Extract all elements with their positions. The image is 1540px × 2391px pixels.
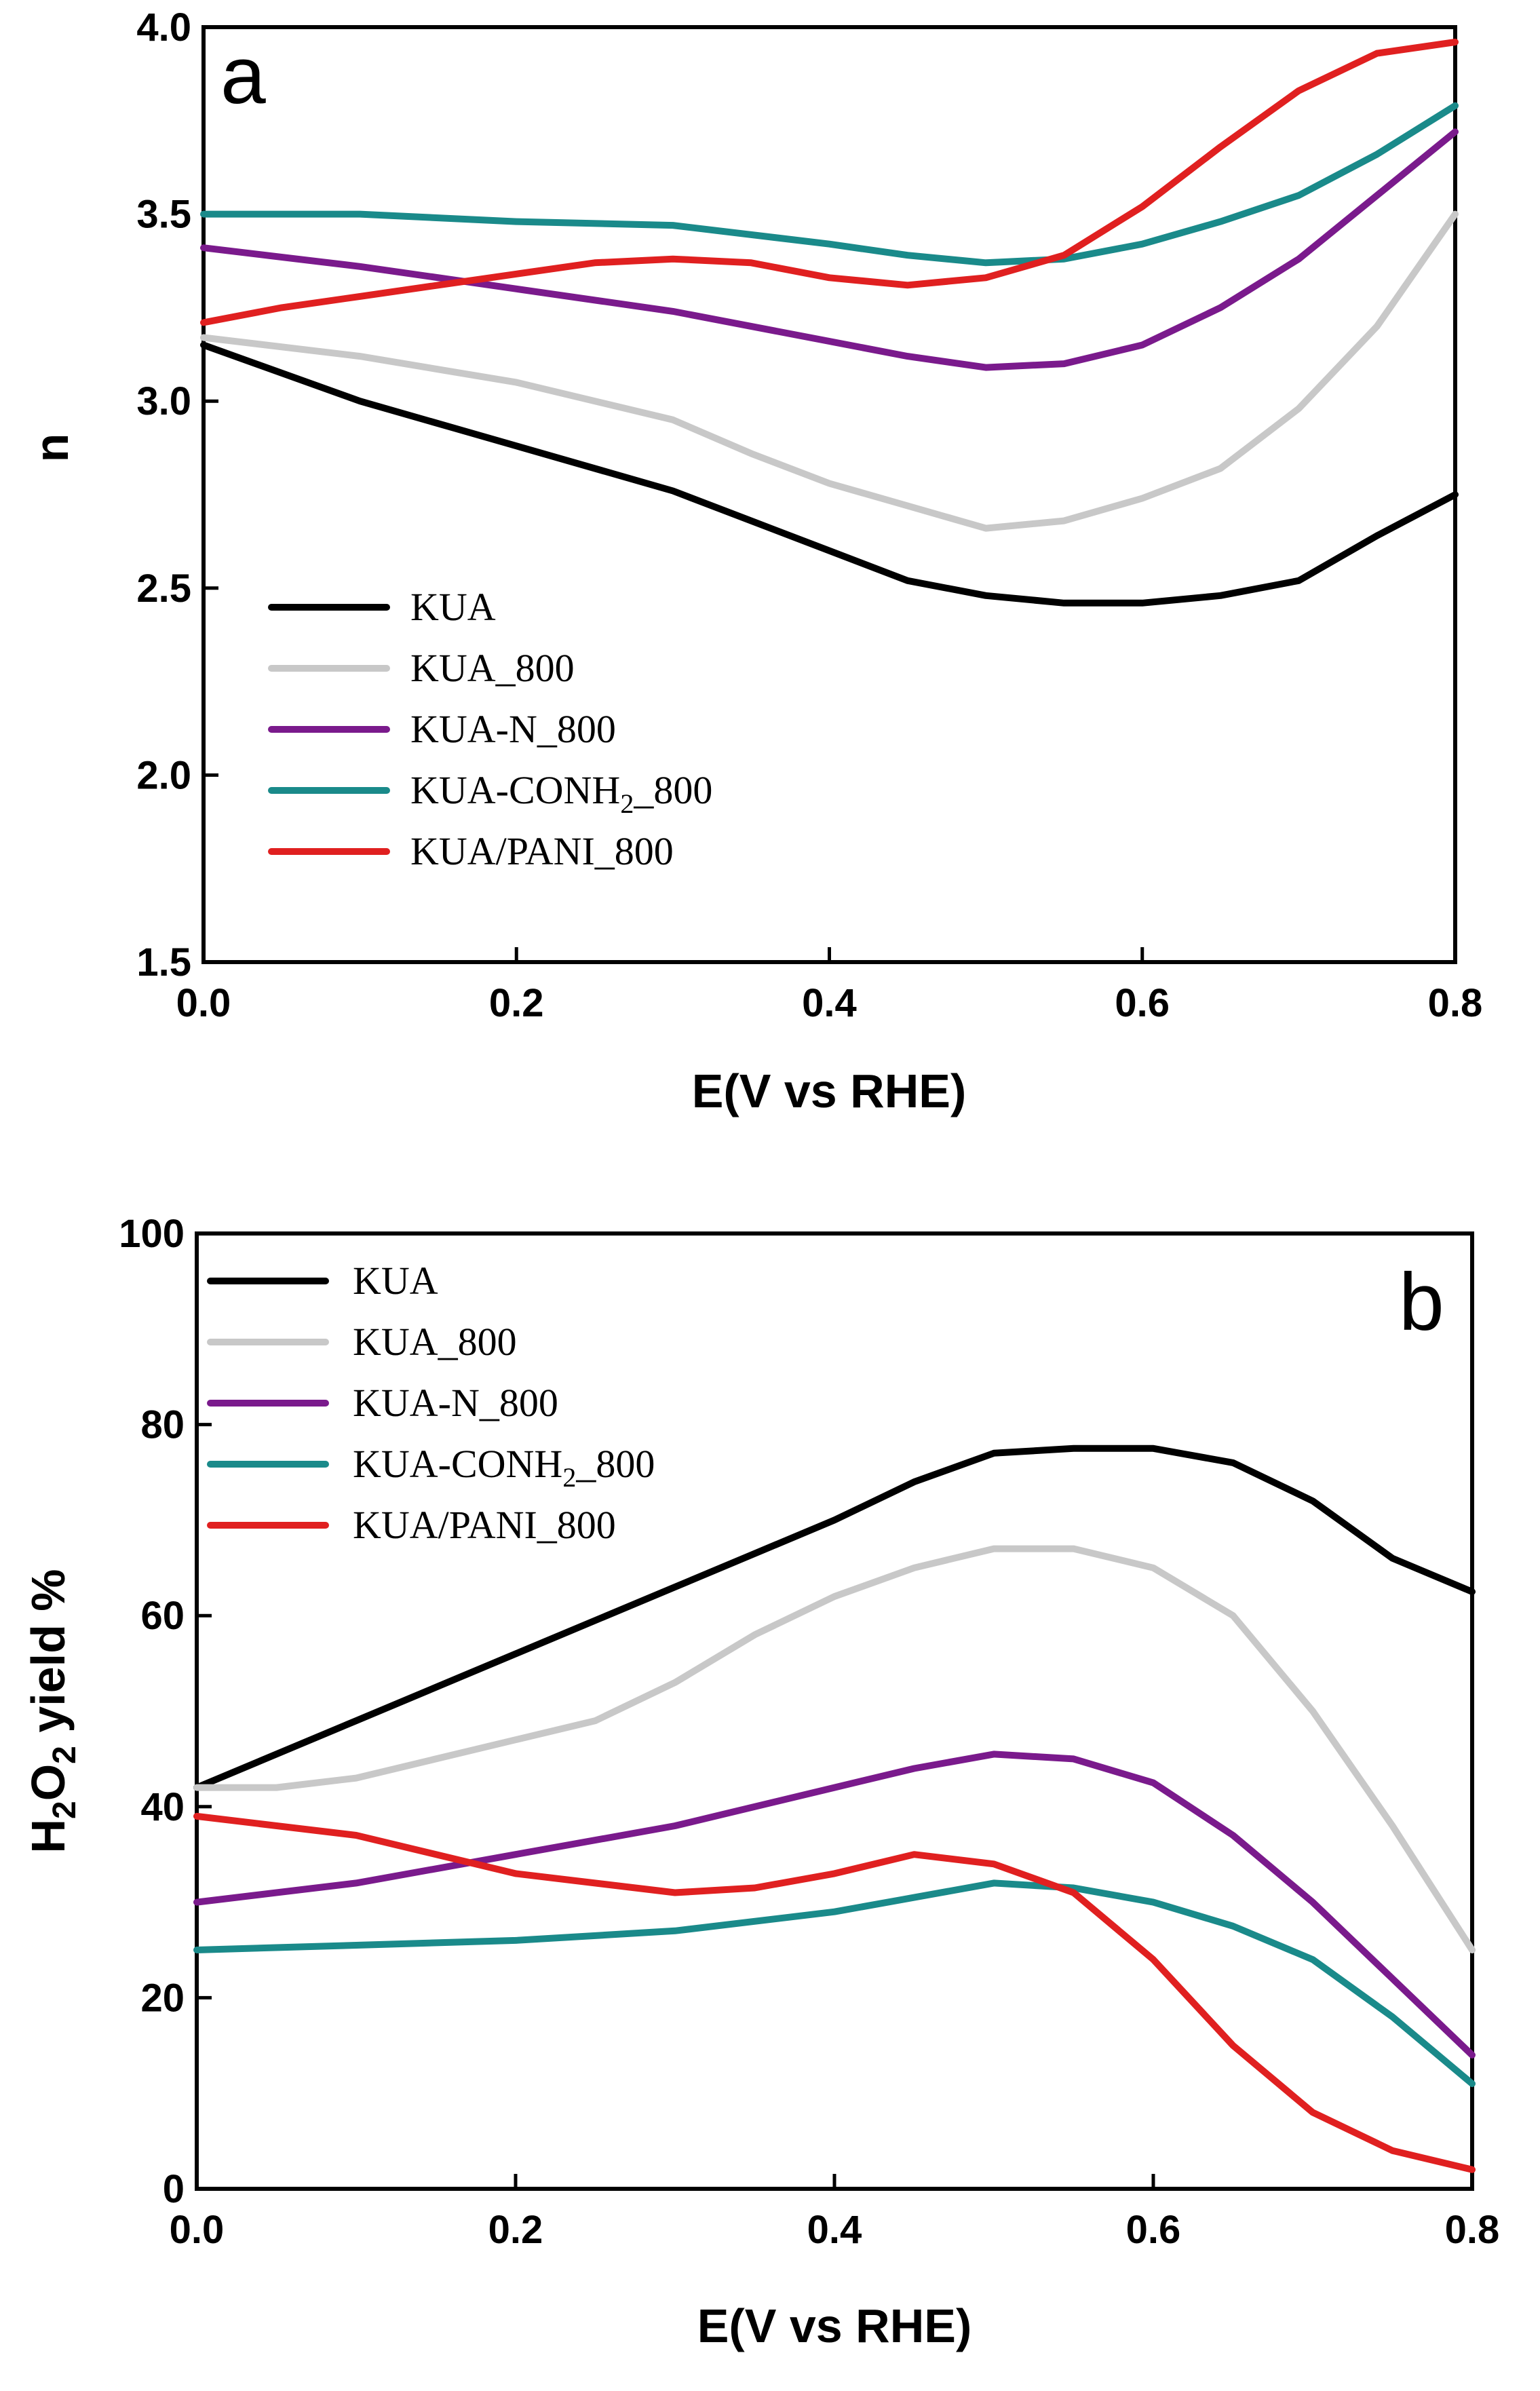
panel-a-y-tick-label-2: 2.5 <box>136 567 191 611</box>
panel-a-series-kua <box>200 341 1459 607</box>
panel-a-legend-label-kua: KUA <box>410 585 496 629</box>
panel-b-series-kua-n-800 <box>193 1751 1476 2059</box>
panel-a-chart: 0.0 0.2 0.4 0.6 0.8 1.5 2.0 2.5 3.0 3.5 4.0 a E(V … <box>25 5 1482 1117</box>
panel-a-series-kua-n-800 <box>200 128 1459 371</box>
panel-a-y-tick-label-4: 3.5 <box>136 193 191 237</box>
panel-b-series-kua-conh2-800 <box>193 1879 1476 2088</box>
panel-b-x-tick-label-3: 0.6 <box>1126 2208 1181 2252</box>
panel-a-legend-label-kua-pani-800: KUA/PANI_800 <box>410 829 674 873</box>
panel-b-letter: b <box>1399 1257 1444 1347</box>
panel-b-plot-frame <box>195 1231 1474 2191</box>
panel-b-y-tick-label-1: 20 <box>140 1976 185 2020</box>
panel-b-legend-label-kua-800: KUA_800 <box>353 1320 517 1364</box>
panel-a-legend: KUA KUA_800 KUA-N_800 KUA-CONH2_800 KUA/… <box>268 585 712 873</box>
panel-b-x-tick-label-1: 0.2 <box>488 2208 543 2252</box>
panel-b-x-axis-label: E(V vs RHE) <box>697 2299 972 2352</box>
panel-b-x-tick-label-4: 0.8 <box>1445 2208 1500 2252</box>
panel-a-series-kua-pani-800 <box>200 39 1459 326</box>
panel-b-legend-label-kua-conh2-800: KUA-CONH2_800 <box>353 1442 655 1493</box>
panel-a-y-tick-label-5: 4.0 <box>136 5 191 50</box>
panel-b-series-kua-pani-800 <box>193 1812 1476 2173</box>
panel-a-series-kua-800 <box>200 210 1459 532</box>
panel-b-ticks: 0.0 0.2 0.4 0.6 0.8 0 20 40 60 80 100 <box>119 1212 1499 2252</box>
panel-b-x-tick-label-2: 0.4 <box>807 2208 862 2252</box>
panel-a-y-tick-label-3: 3.0 <box>136 379 191 423</box>
panel-a-series-kua-conh2-800 <box>200 102 1459 267</box>
panel-a-x-tick-label-1: 0.2 <box>489 981 544 1025</box>
panel-a-x-axis-label: E(V vs RHE) <box>692 1065 967 1117</box>
panel-b-legend-label-kua: KUA <box>353 1259 438 1303</box>
panel-a-ticks: 0.0 0.2 0.4 0.6 0.8 1.5 2.0 2.5 3.0 3.5 4.0 <box>136 5 1482 1025</box>
panel-b-legend-label-kua-pani-800: KUA/PANI_800 <box>353 1503 616 1547</box>
panel-a-plot-frame <box>201 25 1457 964</box>
panel-b-y-axis-label: H2O2 yield % <box>22 1569 83 1853</box>
panel-b-chart: 0.0 0.2 0.4 0.6 0.8 0 20 40 60 80 100 b E(V vs RHE… <box>22 1212 1499 2352</box>
panel-a-x-tick-label-0: 0.0 <box>176 981 231 1025</box>
panel-b-legend-label-kua-n-800: KUA-N_800 <box>353 1381 558 1425</box>
panel-a-y-tick-label-1: 2.0 <box>136 753 191 797</box>
panel-a-series-group <box>200 39 1459 607</box>
panel-a-letter: a <box>220 30 266 121</box>
panel-b-legend: KUA KUA_800 KUA-N_800 KUA-CONH2_800 KUA/… <box>207 1259 655 1547</box>
panel-a-legend-label-kua-800: KUA_800 <box>410 646 575 690</box>
panel-b-series-group <box>193 1445 1476 2173</box>
panel-b-y-tick-label-3: 60 <box>140 1594 185 1638</box>
panel-a-legend-label-kua-conh2-800: KUA-CONH2_800 <box>410 768 712 819</box>
panel-a-legend-label-kua-n-800: KUA-N_800 <box>410 707 616 751</box>
panel-b-x-tick-label-0: 0.0 <box>170 2208 225 2252</box>
panel-b-y-tick-label-2: 40 <box>140 1785 185 1829</box>
panel-a-x-tick-label-2: 0.4 <box>802 981 857 1025</box>
panel-a-y-axis-label: n <box>25 434 78 463</box>
panel-b-y-tick-label-0: 0 <box>163 2167 185 2211</box>
panel-b-series-kua-800 <box>193 1545 1476 1953</box>
panel-b-y-tick-label-4: 80 <box>140 1403 185 1447</box>
panel-a-y-tick-label-0: 1.5 <box>136 940 191 984</box>
panel-b-y-tick-label-5: 100 <box>119 1212 185 1256</box>
panel-a-x-tick-label-4: 0.8 <box>1428 981 1483 1025</box>
panel-b-series-kua <box>193 1445 1476 1791</box>
panel-a-x-tick-label-3: 0.6 <box>1115 981 1170 1025</box>
